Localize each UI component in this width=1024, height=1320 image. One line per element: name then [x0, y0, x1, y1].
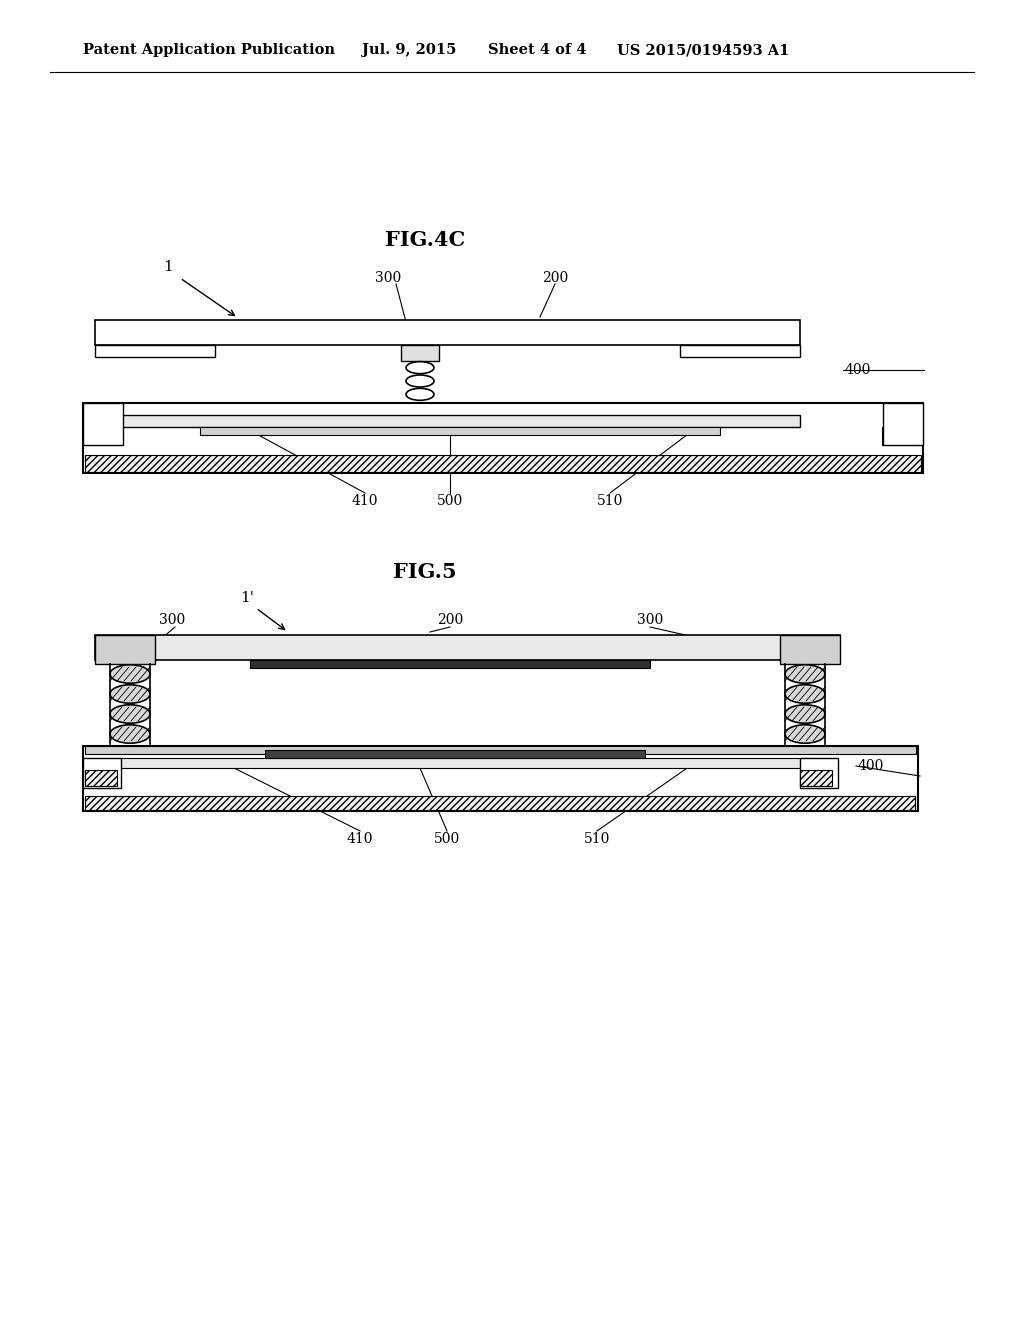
- Text: 510: 510: [584, 832, 610, 846]
- Bar: [95, 635, 840, 660]
- Bar: [680, 345, 800, 356]
- Ellipse shape: [406, 388, 434, 400]
- Text: 500: 500: [434, 832, 460, 846]
- Text: Sheet 4 of 4: Sheet 4 of 4: [488, 44, 587, 57]
- Text: 300: 300: [159, 612, 185, 627]
- Text: 400: 400: [858, 759, 885, 774]
- Bar: [85, 770, 117, 785]
- Text: 1': 1': [240, 591, 254, 605]
- Bar: [800, 758, 838, 788]
- Bar: [83, 758, 121, 788]
- Bar: [85, 455, 921, 473]
- Bar: [85, 796, 915, 810]
- Ellipse shape: [785, 665, 825, 684]
- Ellipse shape: [406, 375, 434, 387]
- Bar: [800, 770, 831, 785]
- Bar: [95, 345, 215, 356]
- Text: 410: 410: [352, 494, 378, 508]
- Bar: [883, 403, 923, 445]
- Bar: [120, 758, 815, 768]
- Bar: [85, 426, 120, 445]
- Text: 300: 300: [637, 612, 664, 627]
- Ellipse shape: [110, 725, 150, 743]
- Text: 510: 510: [597, 494, 624, 508]
- Text: Patent Application Publication: Patent Application Publication: [83, 44, 335, 57]
- Bar: [780, 635, 840, 664]
- Bar: [200, 426, 720, 436]
- Text: US 2015/0194593 A1: US 2015/0194593 A1: [617, 44, 790, 57]
- Bar: [882, 426, 918, 445]
- Ellipse shape: [110, 685, 150, 704]
- Bar: [83, 403, 923, 473]
- Ellipse shape: [110, 665, 150, 684]
- Bar: [401, 345, 439, 360]
- Text: 1: 1: [163, 260, 173, 275]
- Text: FIG.4C: FIG.4C: [385, 230, 465, 249]
- Bar: [95, 319, 800, 345]
- Ellipse shape: [785, 685, 825, 704]
- Text: 500: 500: [437, 494, 463, 508]
- Bar: [250, 660, 650, 668]
- Ellipse shape: [785, 725, 825, 743]
- Text: 200: 200: [437, 612, 463, 627]
- Text: 200: 200: [542, 271, 568, 285]
- Text: 400: 400: [845, 363, 871, 378]
- Text: Jul. 9, 2015: Jul. 9, 2015: [362, 44, 457, 57]
- Bar: [95, 635, 155, 664]
- Bar: [83, 746, 918, 810]
- Ellipse shape: [406, 362, 434, 374]
- Bar: [83, 403, 123, 445]
- Ellipse shape: [785, 705, 825, 723]
- Text: 300: 300: [375, 271, 401, 285]
- Bar: [120, 414, 800, 426]
- Bar: [85, 746, 916, 754]
- Text: FIG.5: FIG.5: [393, 562, 457, 582]
- Ellipse shape: [110, 705, 150, 723]
- Bar: [265, 750, 645, 758]
- Text: 410: 410: [347, 832, 374, 846]
